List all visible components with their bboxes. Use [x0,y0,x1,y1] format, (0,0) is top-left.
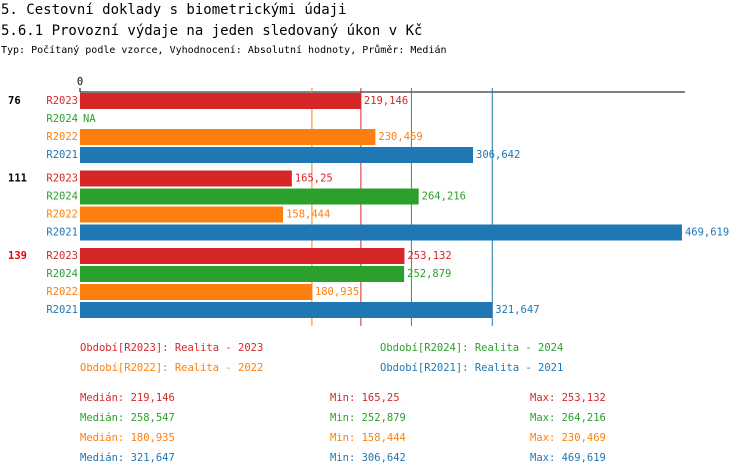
max-stat: Max: 469,619 [530,452,606,464]
median-stat: Medián: 180,935 [80,432,175,444]
group-label: 111 [8,173,27,185]
value-label: 306,642 [476,149,520,161]
max-stat: Max: 230,469 [530,432,606,444]
max-stat: Max: 253,132 [530,392,606,404]
group-label: 139 [8,250,27,262]
row-label: R2024 [46,268,78,280]
x-tick-label: 0 [77,76,83,88]
bar [80,93,361,109]
legend-entry: Období[R2024]: Realita - 2024 [380,342,563,354]
bar [80,302,493,318]
legend-entry: Období[R2021]: Realita - 2021 [380,362,563,374]
legend-entry: Období[R2022]: Realita - 2022 [80,362,263,374]
median-stat: Medián: 258,547 [80,412,175,424]
value-label: 252,879 [407,268,451,280]
bar [80,147,474,163]
bar [80,170,292,187]
value-label: 180,935 [315,286,359,298]
value-label: NA [83,113,96,125]
max-stat: Max: 264,216 [530,412,606,424]
bar [80,248,405,264]
value-label: 219,146 [364,95,408,107]
min-stat: Min: 165,25 [330,392,400,404]
row-label: R2022 [46,209,78,221]
legend-entry: Období[R2023]: Realita - 2023 [80,342,263,354]
bar [80,224,682,241]
value-label: 158,444 [286,209,330,221]
median-stat: Medián: 219,146 [80,392,175,404]
bar [80,206,284,223]
median-stat: Medián: 321,647 [80,452,175,464]
value-label: 230,469 [378,131,422,143]
bar [80,284,312,300]
value-label: 321,647 [495,304,539,316]
group-label: 76 [8,95,21,107]
description: Typ: Počítaný podle vzorce, Vyhodnocení:… [1,44,447,56]
min-stat: Min: 158,444 [330,432,406,444]
bar [80,129,376,145]
row-label: R2023 [46,250,78,262]
row-label: R2021 [46,227,78,239]
title: 5. Cestovní doklady s biometrickými údaj… [1,2,347,18]
row-label: R2024 [46,113,78,125]
row-label: R2021 [46,304,78,316]
subtitle: 5.6.1 Provozní výdaje na jeden sledovaný… [1,23,422,39]
value-label: 253,132 [407,250,451,262]
row-label: R2024 [46,191,78,203]
min-stat: Min: 306,642 [330,452,406,464]
bar [80,188,419,205]
value-label: 469,619 [685,227,729,239]
row-label: R2023 [46,95,78,107]
value-label: 264,216 [422,191,466,203]
row-label: R2022 [46,286,78,298]
row-label: R2021 [46,149,78,161]
value-label: 165,25 [295,173,333,185]
row-label: R2022 [46,131,78,143]
min-stat: Min: 252,879 [330,412,406,424]
bar [80,266,405,282]
row-label: R2023 [46,173,78,185]
